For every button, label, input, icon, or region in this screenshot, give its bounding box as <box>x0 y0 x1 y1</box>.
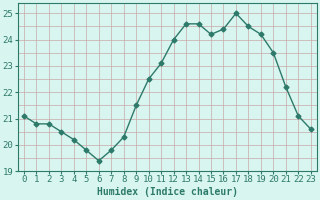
X-axis label: Humidex (Indice chaleur): Humidex (Indice chaleur) <box>97 187 238 197</box>
